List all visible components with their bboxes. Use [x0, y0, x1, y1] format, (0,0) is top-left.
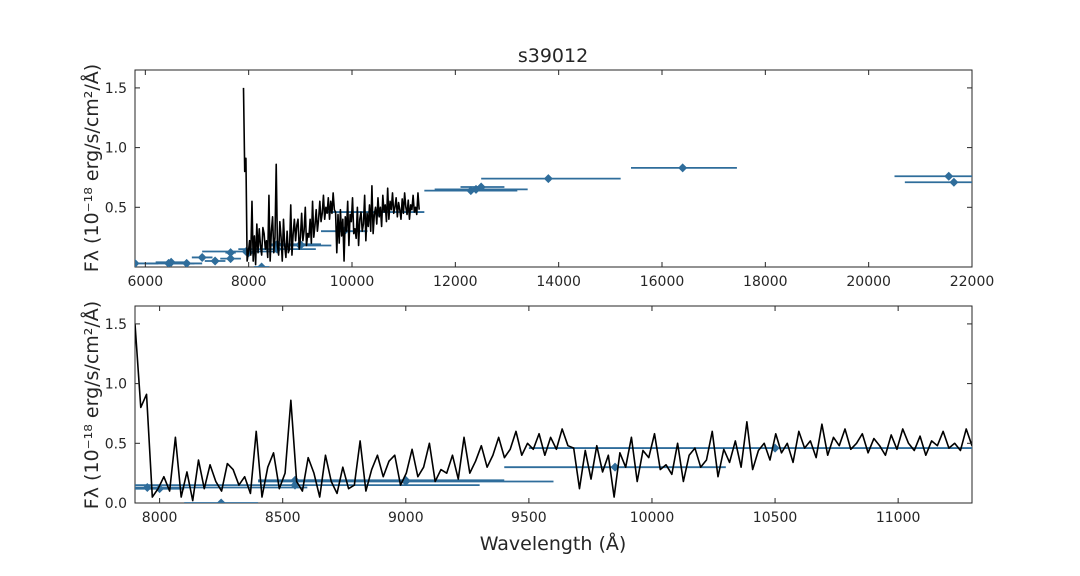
- top-photometry-point: [210, 256, 220, 266]
- bottom-photometry-point: [69, 490, 78, 499]
- top-x-tick-label: 16000: [640, 274, 685, 290]
- top-x-tick-label: 14000: [536, 274, 581, 290]
- bottom-x-tick-label: 10500: [753, 510, 798, 526]
- top-y-tick-label: 1.5: [105, 81, 127, 97]
- bottom-y-tick-label: 1.5: [105, 317, 127, 333]
- top-photometry-point: [476, 182, 486, 192]
- bottom-x-tick-label: 8500: [265, 510, 301, 526]
- top-y-tick-label: 1.0: [105, 141, 127, 157]
- bottom-x-tick-label: 11000: [876, 510, 921, 526]
- top-photometry-point: [257, 262, 267, 267]
- top-photometry-point: [949, 177, 959, 187]
- bottom-spectrum-series: [135, 323, 972, 502]
- top-photometry-point: [182, 258, 192, 267]
- bottom-x-tick-label: 9000: [388, 510, 424, 526]
- top-photometry-point: [197, 252, 207, 262]
- top-x-tick-label: 8000: [231, 274, 267, 290]
- bottom-x-tick-label: 8000: [142, 510, 178, 526]
- top-photometry-point: [226, 248, 236, 258]
- top-photometry-point: [678, 163, 688, 173]
- bottom-y-tick-label: 1.0: [105, 377, 127, 393]
- top-spectrum-line: [242, 87, 420, 266]
- bottom-y-tick-label: 0.5: [105, 436, 127, 452]
- top-x-tick-label: 10000: [330, 274, 375, 290]
- bottom-y-tick-label: 0.0: [105, 496, 127, 512]
- top-x-ticks: 6000 8000 10000 12000 14000 16000 18000 20000 22…: [128, 70, 995, 290]
- top-photometry-point: [226, 254, 236, 264]
- top-panel: 6000 8000 10000 12000 14000 16000 18000 20000 22…: [80, 45, 995, 290]
- top-y-ticks: 0.5 1.0 1.5: [105, 81, 972, 216]
- bottom-photometry-point: [0, 493, 4, 502]
- bottom-y-ticks: 0.0 0.5 1.0 1.5: [105, 317, 972, 512]
- bottom-photometry-point: [69, 484, 78, 493]
- top-x-tick-label: 22000: [950, 274, 995, 290]
- top-photometry-point: [135, 258, 140, 267]
- top-photometry-series: [135, 163, 972, 267]
- top-x-tick-label: 18000: [743, 274, 788, 290]
- top-panel-frame: [134, 69, 973, 268]
- top-y-axis-label: Fλ (10⁻¹⁸ erg/s/cm²/Å): [80, 64, 103, 272]
- top-x-tick-label: 20000: [846, 274, 891, 290]
- bottom-panel: 8000 8500 9000 9500 10000 10500 11000 0.0 0.5 1.…: [0, 301, 973, 555]
- top-photometry-point: [944, 171, 954, 181]
- top-photometry-point: [166, 257, 176, 267]
- top-x-tick-label: 12000: [433, 274, 478, 290]
- top-photometry-point: [543, 174, 553, 184]
- bottom-panel-frame: [134, 305, 973, 504]
- bottom-photometry-series: [0, 443, 972, 503]
- bottom-spectrum-line: [135, 323, 972, 502]
- bottom-x-tick-label: 10000: [630, 510, 675, 526]
- bottom-x-tick-label: 9500: [511, 510, 547, 526]
- bottom-x-ticks: 8000 8500 9000 9500 10000 10500 11000: [142, 306, 921, 526]
- top-x-tick-label: 6000: [128, 274, 164, 290]
- top-spectrum-series: [242, 87, 420, 266]
- bottom-y-axis-label: Fλ (10⁻¹⁸ erg/s/cm²/Å): [80, 301, 103, 509]
- chart-title: s39012: [518, 45, 588, 67]
- x-axis-label: Wavelength (Å): [480, 532, 627, 555]
- bottom-photometry-point: [216, 498, 226, 503]
- top-y-tick-label: 0.5: [105, 200, 127, 216]
